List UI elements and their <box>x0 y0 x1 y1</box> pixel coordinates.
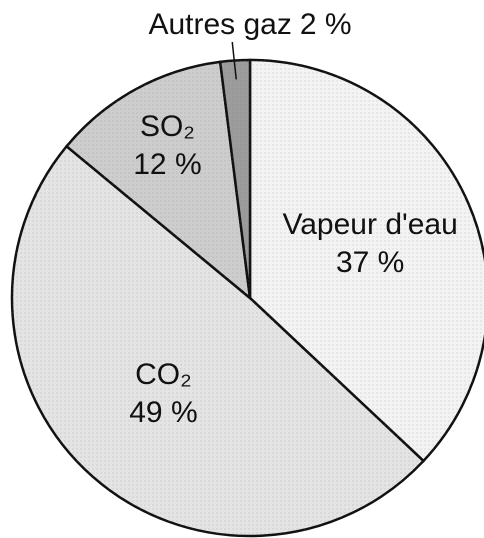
value-label: 2 % <box>300 8 352 41</box>
category-label: Autres gaz <box>148 8 291 41</box>
category-label: CO₂ <box>135 358 192 391</box>
value-label: 12 % <box>133 148 201 181</box>
leader-line <box>231 41 237 80</box>
category-label: Vapeur d'eau <box>282 208 457 241</box>
value-label: 37 % <box>336 246 404 279</box>
category-label: SO₂ <box>140 110 195 143</box>
slice-label: Autres gaz 2 % <box>148 8 351 41</box>
value-label: 49 % <box>129 396 197 429</box>
